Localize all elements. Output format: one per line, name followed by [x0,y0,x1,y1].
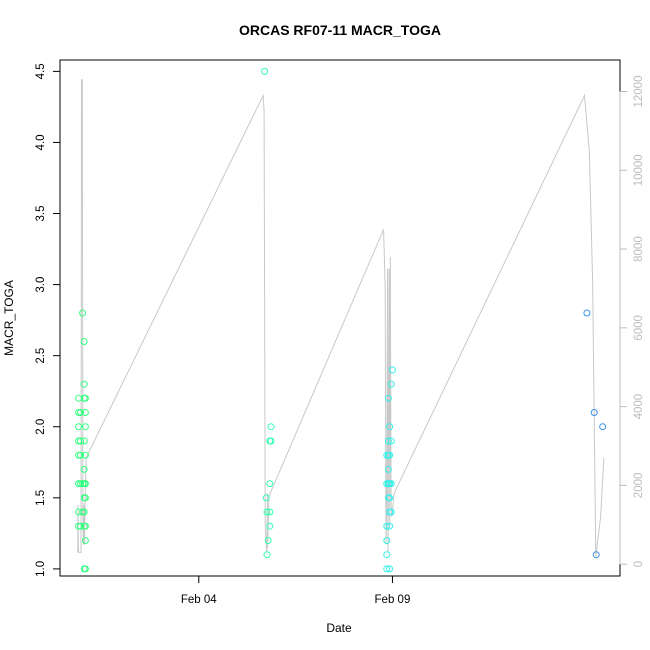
right-tick-label: 0 [633,561,645,567]
data-point [81,409,89,416]
right-tick-label: 6000 [633,315,645,341]
data-point [77,437,85,445]
data-point [599,423,607,431]
data-point [75,423,83,431]
data-point [77,451,85,459]
data-point [81,494,89,502]
right-tick-label: 4000 [633,394,645,420]
data-point [383,537,391,544]
data-point [80,437,88,445]
data-point [75,451,83,459]
data-point [264,537,272,544]
data-point [80,465,88,473]
data-point [81,522,89,530]
data-point [77,480,85,488]
data-point [266,508,274,516]
data-point [266,522,274,530]
x-tick-label: Feb 09 [375,594,411,606]
data-point [77,522,85,530]
data-point [266,480,274,488]
y-axis-label: MACR_TOGA [2,280,16,356]
right-tick-label: 2000 [633,473,645,499]
data-point [386,565,394,573]
data-point [81,537,89,544]
data-point [81,480,89,488]
data-point [590,409,598,416]
left-tick-label: 3.0 [35,277,47,293]
data-point [387,480,395,488]
x-tick-label: Feb 04 [181,594,217,606]
data-point [386,494,394,502]
data-point [263,551,271,559]
altitude-series [77,79,605,557]
data-point [384,394,392,402]
data-point [80,508,88,516]
right-tick-label: 10000 [633,154,645,186]
data-point [387,437,395,445]
data-point [386,423,394,431]
right-tick-label: 8000 [633,236,645,262]
chart-title: ORCAS RF07-11 MACR_TOGA [239,22,441,38]
data-point [267,437,275,445]
right-tick-label: 12000 [633,76,645,108]
left-tick-label: 3.5 [35,206,47,222]
altitude-line [77,79,269,553]
x-axis: Feb 04 Feb 09 [181,576,410,606]
left-tick-label: 2.0 [35,419,47,435]
data-point [387,380,395,388]
left-tick-label: 2.5 [35,348,47,364]
left-tick-label: 1.0 [35,561,47,577]
data-point [81,423,89,431]
data-point [263,508,271,516]
right-y-axis: 0 2000 4000 6000 8000 10000 12000 [619,76,645,567]
data-point [583,309,591,317]
left-tick-label: 4.5 [35,63,47,79]
data-point [81,451,89,459]
plot-frame [59,59,621,577]
data-point [261,67,269,75]
altitude-line [391,93,605,557]
left-y-axis: 1.0 1.5 2.0 2.5 3.0 3.5 4.0 4.5 [35,63,61,577]
data-point [383,522,391,530]
altitude-line [267,229,393,553]
data-point [81,565,89,573]
data-point [81,394,89,402]
data-point [388,366,396,374]
data-point [386,451,394,459]
data-point [386,522,394,530]
data-point [80,338,88,345]
data-point [383,565,391,573]
data-point [80,380,88,388]
data-point [75,409,83,416]
data-point [384,437,392,445]
data-point [77,409,85,416]
data-point [592,551,600,559]
macr-toga-points [75,67,607,573]
data-point [267,423,275,431]
left-tick-label: 4.0 [35,134,47,150]
left-tick-label: 1.5 [35,490,47,506]
data-point [383,551,391,559]
data-point [387,508,395,516]
data-point [79,309,87,317]
x-axis-label: Date [326,621,352,635]
data-point [262,494,270,502]
data-point [384,465,392,473]
